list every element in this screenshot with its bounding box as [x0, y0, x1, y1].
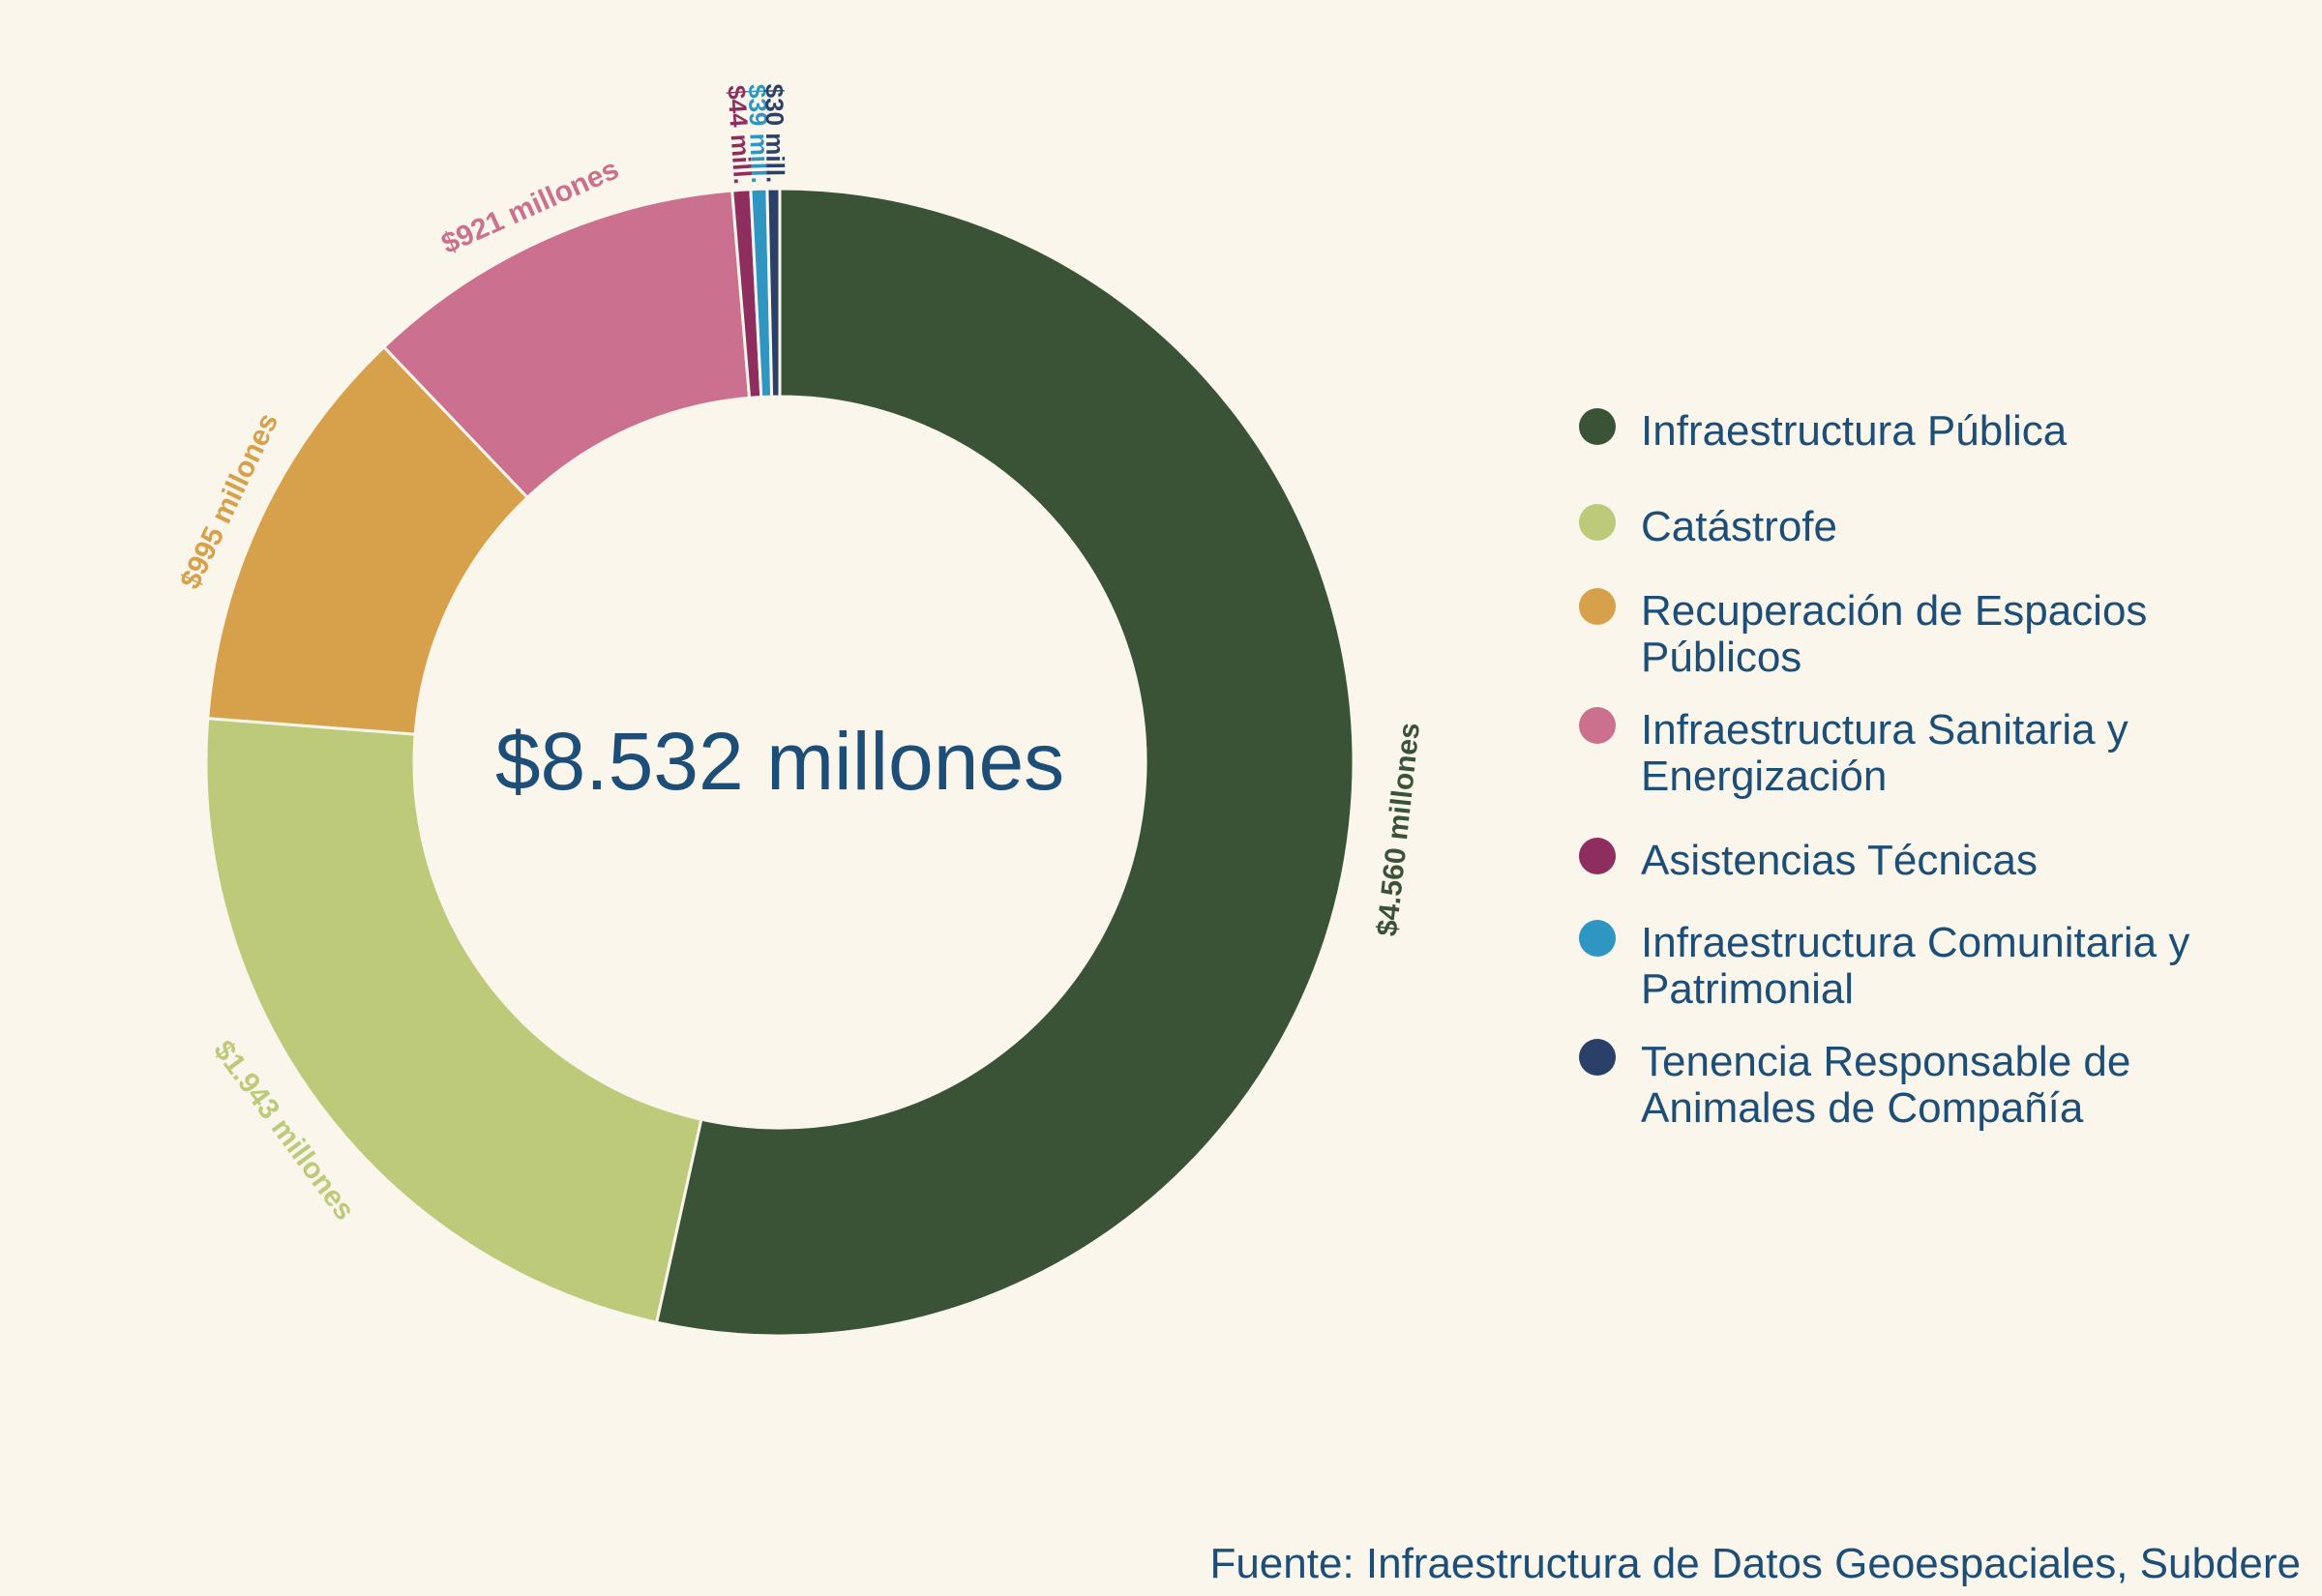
slice-1	[654, 187, 1355, 1338]
legend-label: Asistencias Técnicas	[1641, 837, 2039, 884]
legend-label: Tenencia Responsable de Animales de Comp…	[1641, 1038, 2131, 1132]
slice-2	[204, 717, 703, 1324]
legend-swatch	[1579, 838, 1616, 874]
legend-label: Catástrofe	[1641, 503, 1837, 550]
legend-label: Recuperación de Espacios Públicos	[1641, 587, 2148, 681]
legend-item: Tenencia Responsable de Animales de Comp…	[1579, 1039, 2159, 1132]
legend-swatch	[1579, 408, 1616, 445]
legend-item: Infraestructura Comunitaria y Patrimonia…	[1579, 920, 2295, 1013]
data-label-1: $4.560 millones	[1371, 721, 1426, 937]
legend-swatch	[1579, 707, 1616, 744]
data-label-7: $30 mill.	[759, 84, 789, 184]
legend-label: Infraestructura Pública	[1641, 407, 2068, 455]
legend-item: Asistencias Técnicas	[1579, 838, 2295, 884]
legend-swatch	[1579, 588, 1616, 625]
legend-item: Infraestructura Pública	[1579, 408, 2295, 455]
data-label-6: $39 mill.	[743, 84, 776, 185]
source-note: Fuente: Infraestructura de Datos Geoespa…	[1209, 1540, 2301, 1587]
donut-slices	[204, 187, 1355, 1338]
legend-swatch	[1579, 1039, 1616, 1076]
slice-7	[765, 187, 782, 399]
legend-label: Infraestructura Comunitaria y Patrimonia…	[1641, 919, 2190, 1013]
legend-swatch	[1579, 504, 1616, 541]
legend-item: Infraestructura Sanitaria y Energización	[1579, 707, 2159, 800]
legend-label: Infraestructura Sanitaria y Energización	[1641, 706, 2128, 800]
legend-item: Recuperación de Espacios Públicos	[1579, 588, 2159, 681]
data-label-5: $44 mill.	[722, 84, 758, 185]
legend-swatch	[1579, 920, 1616, 957]
legend-item: Catástrofe	[1579, 504, 2295, 550]
center-total-label: $8.532 millones	[495, 716, 1064, 807]
